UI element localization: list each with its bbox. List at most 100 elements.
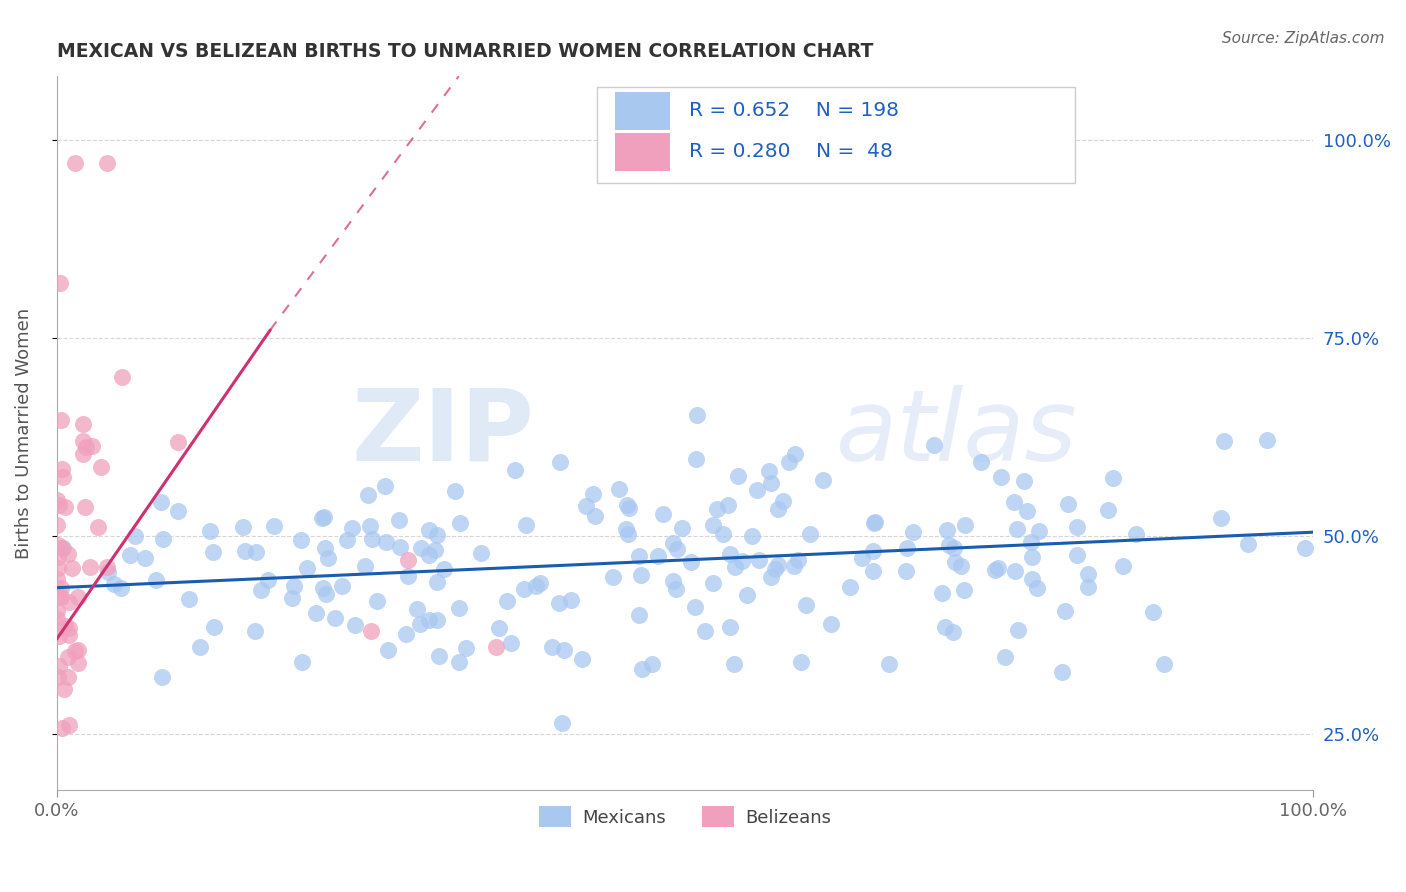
Point (52, 682, 75, 697)
Point (934, 620, 956, 634)
Point (361, 532, 384, 546)
Point (987, 561, 1010, 575)
Point (896, 541, 918, 556)
Point (662, 536, 685, 550)
Point (190, 640, 212, 654)
Point (571, 652, 593, 666)
Point (315, 587, 337, 601)
Point (936, 523, 959, 537)
Point (46, 518, 69, 533)
Point (388, 540, 411, 554)
Point (418, 548, 440, 562)
Point (686, 408, 709, 422)
Point (607, 482, 630, 496)
Point (503, 463, 526, 477)
Point (662, 574, 685, 589)
Point (316, 551, 339, 566)
Point (602, 570, 624, 584)
Point (426, 574, 449, 589)
Point (48, 498, 70, 512)
Point (72, 434, 94, 448)
Point (51, 541, 73, 556)
Point (723, 657, 745, 671)
Point (628, 607, 651, 622)
Point (305, 606, 328, 620)
Point (553, 643, 575, 657)
Point (152, 670, 174, 684)
Point (894, 564, 917, 578)
Point (641, 657, 664, 672)
Point (257, 573, 280, 587)
Point (65, 644, 87, 658)
Point (96, 156, 118, 170)
Point (49, 276, 72, 290)
Point (1153, 657, 1175, 671)
Point (360, 624, 382, 639)
Point (630, 568, 652, 582)
Point (103, 576, 125, 591)
Point (811, 473, 834, 487)
Point (731, 554, 754, 568)
Point (1142, 605, 1164, 619)
Point (1125, 526, 1147, 541)
Point (72, 447, 94, 461)
Point (862, 516, 884, 530)
Point (631, 662, 654, 676)
Point (1012, 474, 1035, 488)
FancyBboxPatch shape (614, 133, 669, 171)
Point (1025, 582, 1047, 596)
Legend: Mexicans, Belizeans: Mexicans, Belizeans (531, 799, 838, 834)
Point (111, 369, 134, 384)
Point (942, 625, 965, 640)
Point (727, 469, 749, 483)
Point (58, 621, 80, 635)
Point (711, 527, 734, 541)
Point (58, 628, 80, 642)
Point (496, 594, 519, 608)
Point (735, 588, 758, 602)
Point (1021, 549, 1043, 564)
Point (665, 582, 688, 596)
Point (583, 509, 606, 524)
Point (51, 722, 73, 736)
Point (1066, 519, 1088, 533)
Point (950, 558, 973, 573)
Point (48, 629, 70, 643)
Point (49, 590, 72, 604)
Point (938, 537, 960, 551)
Point (488, 621, 510, 635)
Point (943, 541, 966, 556)
Point (46, 538, 69, 552)
Point (706, 501, 728, 516)
Point (56, 547, 79, 561)
Point (1211, 511, 1233, 525)
Point (152, 532, 174, 546)
Point (499, 636, 522, 650)
Point (1005, 522, 1028, 536)
Point (616, 526, 638, 541)
Point (575, 499, 598, 513)
Point (281, 591, 304, 606)
Point (485, 640, 508, 655)
Point (97, 565, 120, 579)
Point (359, 519, 381, 533)
Point (177, 592, 200, 607)
Point (772, 494, 794, 508)
Point (110, 581, 132, 595)
Point (433, 561, 456, 575)
Point (375, 534, 398, 549)
Point (1021, 572, 1043, 586)
Point (311, 510, 333, 524)
Point (515, 518, 537, 533)
Point (783, 558, 806, 573)
Point (718, 547, 741, 561)
Point (53, 500, 76, 514)
Point (748, 553, 770, 567)
Point (202, 620, 225, 634)
Point (427, 648, 450, 663)
Point (851, 550, 873, 565)
Text: R = 0.652    N = 198: R = 0.652 N = 198 (689, 102, 898, 120)
Point (695, 624, 717, 639)
Point (395, 627, 418, 641)
Point (1057, 497, 1080, 511)
